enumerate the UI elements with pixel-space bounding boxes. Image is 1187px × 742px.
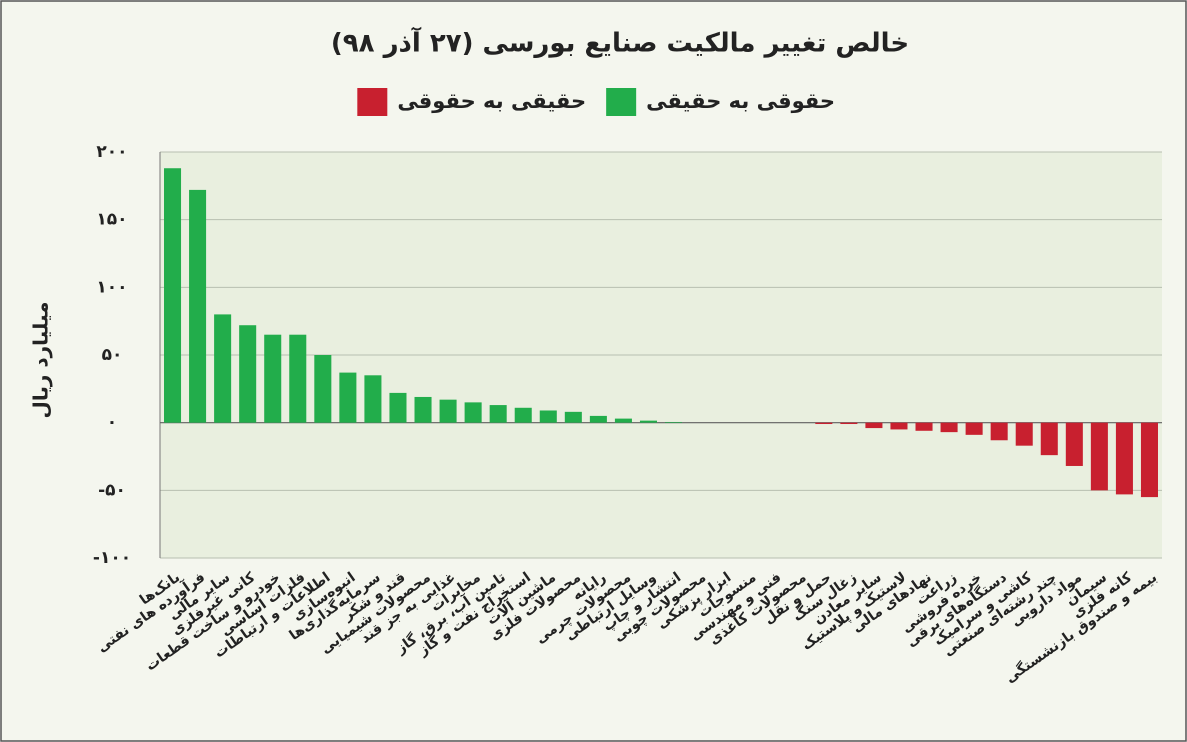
bar (639, 420, 657, 423)
bar (1115, 422, 1133, 495)
bar (589, 415, 607, 423)
bar (364, 375, 382, 423)
bar (665, 421, 683, 423)
bar (389, 392, 407, 423)
legend-swatch (606, 88, 637, 116)
bar (339, 372, 357, 423)
bar (289, 334, 307, 423)
bar (940, 422, 958, 433)
bar (1015, 422, 1033, 446)
y-tick-label: -۵۰ (98, 480, 126, 500)
bar (214, 314, 232, 423)
bar (164, 168, 182, 423)
bar (314, 355, 332, 423)
chart-title: خالص تغییر مالکیت صنایع بورسی (۲۷ آذر ۹۸… (331, 27, 909, 59)
bar (1140, 422, 1158, 498)
y-tick-label: ۰ (107, 413, 117, 433)
bar (1040, 422, 1058, 456)
legend-swatch (357, 88, 388, 116)
bar (414, 396, 432, 423)
bar (1065, 422, 1083, 466)
legend-label: حقوقی به حقیقی (646, 89, 835, 113)
bar (1090, 422, 1108, 491)
bar (990, 422, 1008, 441)
bar (840, 422, 858, 425)
legend-label: حقیقی به حقوقی (397, 89, 586, 113)
y-tick-label: ۵۰ (102, 345, 123, 365)
bar (264, 334, 282, 423)
y-tick-label: ۱۵۰ (96, 210, 127, 230)
y-axis-label: میلیارد ریال (29, 301, 53, 418)
bar (614, 418, 632, 423)
bar (564, 411, 582, 423)
bar (514, 407, 532, 423)
bar (489, 405, 507, 423)
bar (439, 399, 457, 423)
bar (239, 325, 257, 423)
bar (915, 422, 933, 431)
y-tick-label: ۲۰۰ (96, 142, 127, 162)
y-tick-label: -۱۰۰ (93, 548, 131, 568)
bar (865, 422, 883, 429)
bar (815, 422, 833, 425)
bar (539, 410, 557, 423)
bar (965, 422, 983, 435)
bar (464, 402, 482, 423)
y-tick-label: ۱۰۰ (96, 277, 127, 297)
bar (890, 422, 908, 430)
bar (189, 189, 207, 423)
